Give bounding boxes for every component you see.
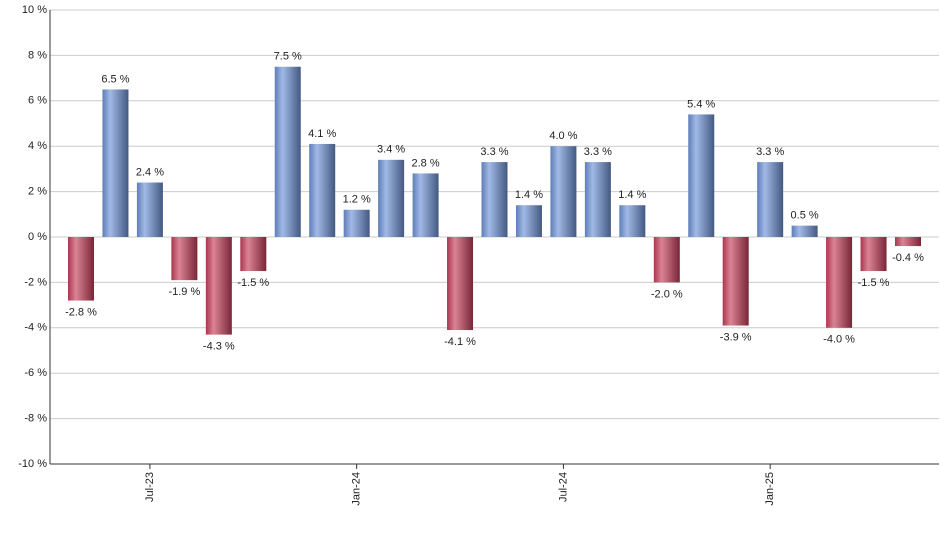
y-tick-label: -2 % <box>24 276 47 288</box>
value-label: -1.5 % <box>237 277 269 289</box>
bar <box>722 237 749 326</box>
value-label: -4.1 % <box>444 336 476 348</box>
value-label: 1.4 % <box>618 189 646 201</box>
value-label: -2.0 % <box>651 288 683 300</box>
y-tick-label: -4 % <box>24 322 47 334</box>
y-tick-label: 6 % <box>28 95 47 107</box>
x-tick-label: Jan-25 <box>764 472 776 506</box>
y-tick-label: 0 % <box>28 231 47 243</box>
value-label: -0.4 % <box>892 252 924 264</box>
value-label: 4.1 % <box>308 128 336 140</box>
value-label: 0.5 % <box>791 210 819 222</box>
value-label: 5.4 % <box>687 98 715 110</box>
value-label: -1.5 % <box>858 277 890 289</box>
bar <box>447 237 474 331</box>
value-label: -3.9 % <box>720 331 752 343</box>
value-label: 1.2 % <box>343 194 371 206</box>
y-tick-label: 8 % <box>28 49 47 61</box>
bar <box>205 237 232 335</box>
bar <box>240 237 267 272</box>
bar <box>274 66 301 237</box>
value-label: 3.3 % <box>756 146 784 158</box>
x-tick-label: Jul-23 <box>144 472 156 502</box>
bar <box>481 162 508 237</box>
bar <box>826 237 853 328</box>
bar <box>343 209 370 237</box>
y-tick-label: 2 % <box>28 186 47 198</box>
value-label: 1.4 % <box>515 189 543 201</box>
bar <box>757 162 784 237</box>
bar <box>584 162 611 237</box>
bar <box>102 89 129 237</box>
bar <box>653 237 680 283</box>
value-label: 3.3 % <box>584 146 612 158</box>
bar <box>860 237 887 272</box>
value-label: 2.8 % <box>412 157 440 169</box>
value-label: -4.0 % <box>823 334 855 346</box>
value-label: 4.0 % <box>549 130 577 142</box>
bar <box>68 237 94 301</box>
y-tick-label: 10 % <box>22 4 47 16</box>
value-label: 3.3 % <box>480 146 508 158</box>
bar <box>515 205 542 237</box>
bar <box>171 237 198 281</box>
value-label: 6.5 % <box>101 73 129 85</box>
bar <box>688 114 715 237</box>
y-tick-label: 4 % <box>28 140 47 152</box>
y-tick-label: -8 % <box>24 413 47 425</box>
value-label: -2.8 % <box>65 306 97 318</box>
value-label: -1.9 % <box>168 286 200 298</box>
bar <box>309 143 336 237</box>
value-label: -4.3 % <box>203 341 235 353</box>
bar <box>895 237 921 247</box>
value-label: 3.4 % <box>377 144 405 156</box>
bar <box>136 182 163 237</box>
bar <box>412 173 439 237</box>
x-tick-label: Jul-24 <box>557 472 569 502</box>
bar <box>791 225 818 237</box>
bar <box>550 146 577 237</box>
x-tick-label: Jan-24 <box>351 472 363 506</box>
bar <box>619 205 646 237</box>
y-tick-label: -6 % <box>24 367 47 379</box>
value-label: 7.5 % <box>274 51 302 63</box>
bar <box>378 159 405 237</box>
value-label: 2.4 % <box>136 166 164 178</box>
y-tick-label: -10 % <box>18 458 47 470</box>
